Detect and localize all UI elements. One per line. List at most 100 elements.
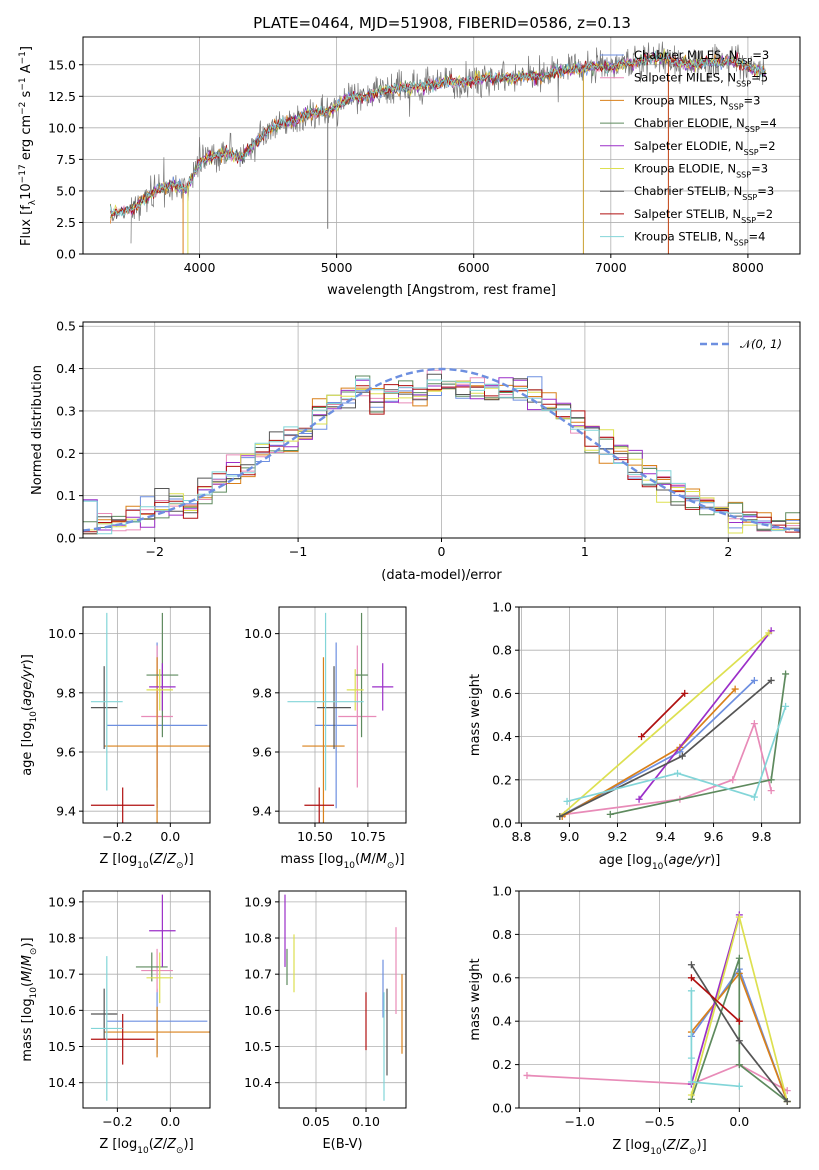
- x-axis-label: (data-model)/error: [381, 568, 502, 583]
- y-tick-label: 0.1: [56, 488, 76, 503]
- mass-weight-point: [735, 1017, 743, 1025]
- panel-residuals: −2 −1 0 1 2 0.0 0.1 0.2 0.3 0.4 0.5 (data-model)/er…: [30, 319, 801, 583]
- x-axis-label: wavelength [Angstrom, rest frame]: [327, 283, 556, 298]
- panel-mass-vs-ebv: 0.05 0.10 10.4 10.5 10.6 10.7 10.8 10.9: [244, 890, 407, 1129]
- x-axis-label: age [log10(age/yr)]: [599, 853, 721, 872]
- x-tick-label: 1: [581, 544, 589, 559]
- y-tick-label: 1.0: [492, 600, 512, 615]
- x-tick-label: 8000: [732, 260, 764, 275]
- y-tick-label: 0.3: [56, 403, 76, 418]
- panel-mw-vs-Z: −1.0 −0.5 0.0 0.0 0.2 0.4 0.6 0.8 1.0 Z [log10(Z/…: [468, 884, 801, 1157]
- y-tick-label: 9.8: [252, 685, 272, 700]
- y-tick-label: 0.8: [492, 927, 512, 942]
- x-tick-label: 0: [438, 544, 446, 559]
- mass-weight-series: [559, 632, 770, 818]
- y-tick-label: 12.5: [48, 89, 76, 104]
- y-tick-label: 10.9: [244, 894, 272, 909]
- mass-weight-series: [638, 630, 772, 800]
- mass-weight-point: [750, 793, 758, 801]
- mass-weight-series: [566, 706, 787, 803]
- x-tick-label: 10.75: [350, 829, 386, 844]
- mass-weight-point: [767, 787, 775, 795]
- mass-weight-point: [635, 795, 643, 803]
- y-tick-label: 1.0: [492, 884, 512, 899]
- mass-weight-point: [637, 733, 645, 741]
- y-tick-label: 10.0: [244, 626, 272, 641]
- mass-weight-point: [563, 797, 571, 805]
- mass-weight-point: [687, 987, 695, 995]
- x-tick-label: 5000: [321, 260, 353, 275]
- panel-spectrum: 4000 5000 6000 7000 8000 0.0 2.5 5.0 7.5 10.0 12.5…: [18, 36, 801, 298]
- plot-area: [523, 911, 791, 1105]
- mass-weight-series: [564, 720, 773, 816]
- x-tick-label: 10.50: [297, 829, 333, 844]
- x-tick-label: −1.0: [564, 1114, 594, 1129]
- plot-area: [110, 41, 766, 254]
- mass-weight-point: [735, 1037, 743, 1045]
- y-tick-label: 10.6: [244, 1003, 272, 1018]
- axes-frame: [278, 606, 407, 824]
- mass-weight-point: [729, 776, 737, 784]
- x-tick-label: 0.0: [729, 1114, 749, 1129]
- y-tick-label: 10.8: [244, 931, 272, 946]
- x-tick-label: 9.0: [559, 829, 579, 844]
- plot-area: [90, 894, 210, 1101]
- x-tick-label: 9.2: [608, 829, 628, 844]
- y-tick-label: 5.0: [56, 183, 76, 198]
- figure-title: PLATE=0464, MJD=51908, FIBERID=0586, z=0…: [253, 14, 631, 32]
- y-tick-label: 9.4: [252, 804, 272, 819]
- legend-entry: Salpeter ELODIE, NSSP=2: [634, 139, 776, 157]
- y-tick-label: 0.0: [56, 247, 76, 262]
- y-axis-label: age [log10(age/yr)]: [20, 654, 39, 776]
- mass-weight-point: [687, 1054, 695, 1062]
- x-tick-label: 7000: [595, 260, 627, 275]
- y-tick-label: 15.0: [48, 57, 76, 72]
- spectrum-line: [110, 50, 766, 217]
- x-tick-label: −2: [145, 544, 163, 559]
- mass-weight-point: [735, 954, 743, 962]
- y-tick-label: 9.6: [56, 744, 76, 759]
- x-axis-label: mass [log10(M/M⊙)]: [280, 852, 404, 871]
- mass-weight-point: [735, 913, 743, 921]
- mass-weight-point: [687, 1091, 695, 1099]
- mass-weight-point: [674, 769, 682, 777]
- mass-weight-series: [690, 990, 740, 1088]
- x-tick-label: 0.10: [352, 1114, 380, 1129]
- mass-weight-point: [687, 974, 695, 982]
- axes-frame: [518, 890, 801, 1109]
- y-tick-label: 0.2: [492, 1057, 512, 1072]
- axes-frame: [518, 606, 801, 824]
- mass-weight-series: [640, 692, 686, 738]
- y-tick-label: 10.8: [48, 931, 76, 946]
- plot-area: [287, 612, 394, 823]
- x-axis-label: Z [log10(Z/Z⊙)]: [612, 1138, 706, 1157]
- legend-entry: 𝒩(0, 1): [740, 337, 782, 351]
- mass-weight-point: [556, 813, 564, 821]
- y-tick-label: 10.5: [244, 1039, 272, 1054]
- mass-weight-point: [681, 689, 689, 697]
- x-tick-label: 9.8: [752, 829, 772, 844]
- y-tick-label: 9.6: [252, 744, 272, 759]
- x-tick-label: −0.2: [102, 829, 132, 844]
- mass-weight-series: [690, 958, 788, 1103]
- mass-weight-point: [606, 810, 614, 818]
- plot-area: [90, 612, 210, 823]
- y-axis-label: mass [log10(M/M⊙)]: [20, 937, 39, 1061]
- x-tick-label: 2: [724, 544, 732, 559]
- axes-frame: [82, 321, 801, 539]
- y-tick-label: 9.8: [56, 685, 76, 700]
- panel-mw-vs-age: 8.8 9.0 9.2 9.4 9.6 9.8 0.0 0.2 0.4 0.6 0.8 1.0 age …: [468, 600, 801, 872]
- y-tick-label: 10.9: [48, 894, 76, 909]
- mass-weight-point: [678, 752, 686, 760]
- legend-entry: Chabrier ELODIE, NSSP=4: [634, 116, 777, 134]
- y-tick-label: 10.5: [48, 1039, 76, 1054]
- legend-entry: Salpeter MILES, NSSP=5: [634, 71, 768, 89]
- panel-mass-vs-Z: −0.2 0.0 10.4 10.5 10.6 10.7 10.8 10.9 Z [log10(…: [20, 890, 211, 1156]
- mass-weight-point: [782, 702, 790, 710]
- y-tick-label: 7.5: [56, 152, 76, 167]
- axes-frame: [82, 36, 801, 255]
- y-tick-label: 0.2: [56, 446, 76, 461]
- y-tick-label: 10.4: [48, 1075, 76, 1090]
- plot-area: [284, 894, 403, 1101]
